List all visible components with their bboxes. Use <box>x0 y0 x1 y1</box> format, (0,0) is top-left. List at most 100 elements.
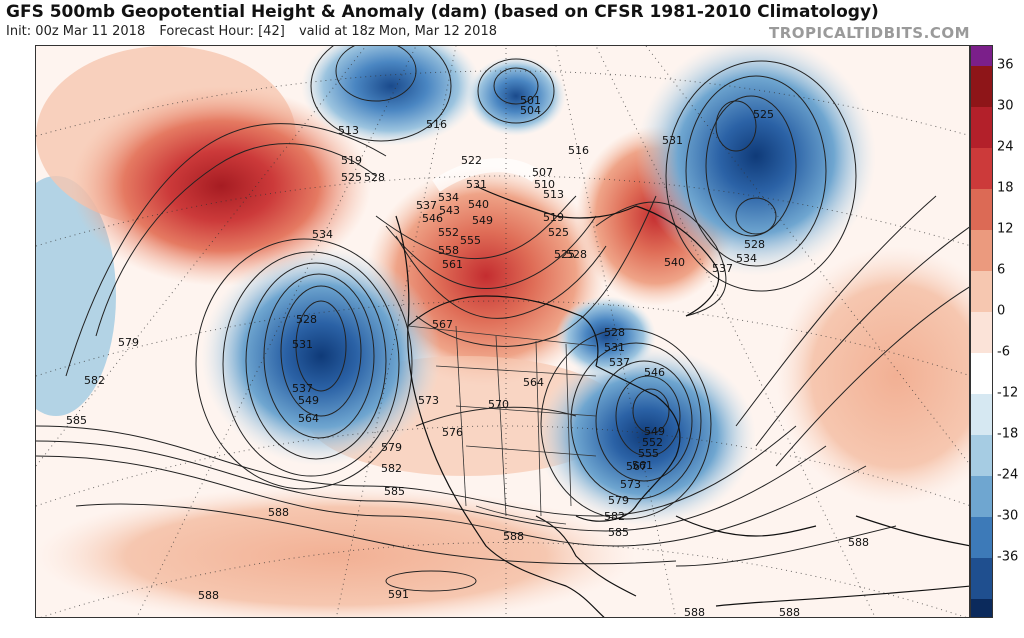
contour-label: 582 <box>84 374 105 387</box>
contour-label: 528 <box>566 248 587 261</box>
coastlines <box>395 185 969 617</box>
contour-label: 579 <box>381 441 402 454</box>
contour-label: 585 <box>384 485 405 498</box>
contour-label: 585 <box>66 414 87 427</box>
forecast-hour: Forecast Hour: [42] <box>159 24 285 39</box>
colorbar-tick-label: 0 <box>997 303 1006 319</box>
contour-label: 576 <box>442 426 463 439</box>
colorbar-segment <box>971 46 992 66</box>
colorbar-tick-label: 12 <box>997 221 1014 237</box>
contour-label: 525 <box>753 108 774 121</box>
contour-label: 534 <box>736 252 757 265</box>
contour-label: 579 <box>608 494 629 507</box>
contour-label: 537 <box>609 356 630 369</box>
contour-label-group: 513 516 519 525 528 501 504 507 510 513 … <box>66 94 869 618</box>
contour-label: 567 <box>626 460 647 473</box>
colorbar-segment <box>971 476 992 517</box>
anomaly-map: 513 516 519 525 528 501 504 507 510 513 … <box>35 45 970 618</box>
contour-label: 537 <box>292 382 313 395</box>
colorbar-tick-label: 24 <box>997 139 1014 155</box>
colorbar-segment <box>971 230 992 271</box>
graticule <box>36 46 969 617</box>
contour-label: 534 <box>312 228 333 241</box>
contour-label: 582 <box>604 510 625 523</box>
contour-label: 582 <box>381 462 402 475</box>
contour-label: 528 <box>364 171 385 184</box>
contour-label: 549 <box>644 425 665 438</box>
colorbar-segment <box>971 599 992 617</box>
colorbar-segment <box>971 394 992 435</box>
colorbar-tick-label: -24 <box>997 467 1019 483</box>
map-title: GFS 500mb Geopotential Height & Anomaly … <box>6 2 879 22</box>
map-subtitle: Init: 00z Mar 11 2018 Forecast Hour: [42… <box>6 24 507 39</box>
contour-label: 543 <box>439 204 460 217</box>
valid-time: valid at 18z Mon, Mar 12 2018 <box>298 24 497 39</box>
colorbar-tick-label: -36 <box>997 549 1019 565</box>
colorbar-tick-label: -30 <box>997 508 1019 524</box>
contour-label: 528 <box>604 326 625 339</box>
contour-label: 531 <box>662 134 683 147</box>
contour-label: 516 <box>426 118 447 131</box>
map-svg: 513 516 519 525 528 501 504 507 510 513 … <box>36 46 969 618</box>
contour-label: 567 <box>432 318 453 331</box>
contour-label: 525 <box>341 171 362 184</box>
contour-label: 507 <box>532 166 553 179</box>
contour-label: 552 <box>438 226 459 239</box>
contour-label: 564 <box>523 376 544 389</box>
contour-label: 588 <box>779 606 800 618</box>
colorbar <box>970 45 993 618</box>
contour-label: 537 <box>416 199 437 212</box>
contour-label: 525 <box>554 248 575 261</box>
colorbar-segment <box>971 435 992 476</box>
contour-label: 531 <box>466 178 487 191</box>
colorbar-segment <box>971 558 992 599</box>
contour-label: 516 <box>568 144 589 157</box>
contour-label: 591 <box>388 588 409 601</box>
contour-label: 573 <box>418 394 439 407</box>
contour-label: 549 <box>298 394 319 407</box>
init-time: Init: 00z Mar 11 2018 <box>6 24 146 39</box>
contour-label: 570 <box>488 398 509 411</box>
colorbar-segment <box>971 189 992 230</box>
colorbar-tick-label: 36 <box>997 57 1014 73</box>
colorbar-tick-label: -6 <box>997 344 1010 360</box>
contour-label: 546 <box>422 212 443 225</box>
contour-label: 531 <box>292 338 313 351</box>
colorbar-tick-label: 6 <box>997 262 1006 278</box>
contour-label: 588 <box>684 606 705 618</box>
contour-label: 588 <box>503 530 524 543</box>
colorbar-segment <box>971 66 992 107</box>
colorbar-segment <box>971 107 992 148</box>
contour-label: 555 <box>638 447 659 460</box>
colorbar-segment <box>971 271 992 312</box>
contour-label: 519 <box>543 211 564 224</box>
contour-label: 549 <box>472 214 493 227</box>
state-borders <box>407 325 597 525</box>
colorbar-segment <box>971 353 992 394</box>
contour-label: 531 <box>604 341 625 354</box>
contour-label: 504 <box>520 104 541 117</box>
contour-label: 510 <box>534 178 555 191</box>
contour-label: 546 <box>644 366 665 379</box>
height-contours <box>36 46 969 592</box>
contour-label: 537 <box>712 262 733 275</box>
contour-label: 528 <box>744 238 765 251</box>
contour-label: 501 <box>520 94 541 107</box>
contour-label: 552 <box>642 436 663 449</box>
contour-label: 564 <box>298 412 319 425</box>
contour-label: 513 <box>543 188 564 201</box>
colorbar-segment <box>971 312 992 353</box>
colorbar-tick-label: -18 <box>997 426 1019 442</box>
contour-label: 513 <box>338 124 359 137</box>
brand-watermark: TROPICALTIDBITS.COM <box>769 24 970 42</box>
contour-label: 522 <box>461 154 482 167</box>
contour-label: 534 <box>438 191 459 204</box>
contour-label: 579 <box>118 336 139 349</box>
contour-label: 588 <box>848 536 869 549</box>
contour-label: 561 <box>442 258 463 271</box>
colorbar-tick-label: 30 <box>997 98 1014 114</box>
contour-label: 573 <box>620 478 641 491</box>
contour-label: 525 <box>548 226 569 239</box>
contour-label: 519 <box>341 154 362 167</box>
colorbar-tick-label: 18 <box>997 180 1014 196</box>
